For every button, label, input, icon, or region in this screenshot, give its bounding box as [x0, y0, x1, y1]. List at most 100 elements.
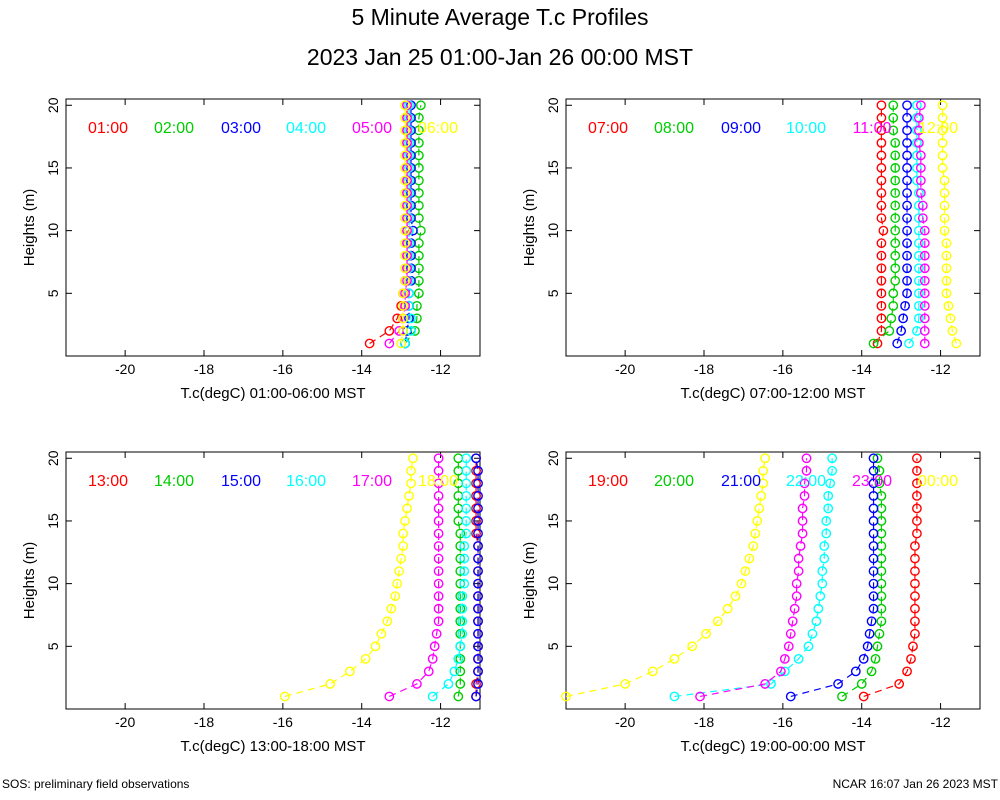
data-point: [473, 490, 483, 501]
data-point: [890, 137, 901, 148]
data-point: [471, 691, 481, 702]
x-tick-label: -16: [273, 714, 293, 730]
data-point: [433, 541, 444, 551]
data-point: [876, 112, 887, 123]
x-tick-label: -20: [615, 714, 635, 730]
data-point: [913, 288, 924, 299]
data-point: [811, 616, 822, 627]
data-point: [791, 578, 802, 589]
data-point: [919, 338, 930, 349]
data-point: [376, 628, 387, 639]
data-point: [408, 453, 418, 464]
data-point: [775, 666, 786, 677]
data-point: [396, 553, 407, 564]
data-point: [941, 263, 952, 274]
series-0000: [561, 453, 771, 702]
data-point: [669, 691, 680, 702]
data-point: [473, 566, 483, 576]
data-point: [433, 591, 444, 602]
data-point: [457, 603, 468, 614]
data-point: [878, 225, 889, 236]
series-2100: [785, 453, 879, 702]
legend-label: 23:00: [852, 473, 892, 490]
data-point: [433, 528, 444, 539]
data-point: [884, 326, 895, 336]
data-point: [888, 288, 899, 299]
data-point: [913, 275, 924, 286]
data-point: [797, 503, 808, 514]
legend-label: 11:00: [853, 120, 892, 137]
legend-label: 08:00: [654, 120, 694, 137]
data-point: [427, 691, 438, 702]
data-point: [874, 478, 885, 489]
x-axis-label: T.c(degC) 07:00-12:00 MST: [680, 385, 865, 402]
data-point: [825, 478, 836, 489]
data-point: [902, 225, 912, 236]
legend-label: 12:00: [918, 120, 958, 137]
data-point: [473, 603, 483, 614]
data-point: [797, 516, 808, 526]
data-point: [453, 453, 464, 464]
data-point: [400, 225, 410, 236]
data-point: [400, 100, 410, 111]
data-point: [473, 528, 483, 539]
footer-timestamp: NCAR 16:07 Jan 26 2023 MST: [832, 777, 998, 791]
data-point: [939, 188, 950, 198]
series-0800: [868, 100, 901, 349]
legend-label: 04:00: [286, 120, 326, 137]
plot-frame: [65, 98, 481, 357]
series-line: [404, 105, 422, 344]
data-point: [896, 326, 907, 336]
data-point: [902, 238, 912, 249]
data-point: [455, 679, 466, 689]
footer-note: SOS: preliminary field observations: [2, 777, 190, 791]
data-point: [917, 200, 928, 211]
data-point: [433, 603, 444, 614]
data-point: [390, 591, 401, 602]
data-point: [791, 591, 802, 602]
data-point: [912, 100, 922, 111]
data-point: [913, 225, 924, 236]
data-point: [433, 553, 444, 564]
data-point: [406, 465, 416, 476]
data-point: [687, 641, 698, 652]
x-tick-label: -14: [852, 714, 872, 730]
data-point: [937, 112, 948, 123]
data-point: [384, 338, 395, 349]
series-line: [863, 458, 918, 698]
data-point: [384, 691, 395, 702]
data-point: [647, 666, 658, 677]
chart-title: 5 Minute Average T.c Profiles: [351, 4, 649, 30]
data-point: [900, 300, 910, 311]
data-point: [793, 553, 804, 564]
y-tick-label: 20: [545, 450, 561, 466]
data-point: [473, 478, 483, 489]
data-point: [939, 200, 950, 211]
data-point: [937, 163, 948, 173]
data-point: [744, 553, 755, 564]
series-line: [284, 458, 414, 698]
data-point: [876, 250, 887, 261]
data-point: [433, 578, 444, 589]
data-point: [461, 478, 472, 489]
data-point: [406, 478, 416, 489]
data-point: [868, 541, 879, 551]
y-tick-label: 15: [545, 513, 561, 529]
series-line: [475, 458, 479, 697]
data-point: [868, 465, 879, 476]
data-point: [919, 288, 930, 299]
data-point: [837, 691, 847, 702]
data-point: [910, 578, 920, 589]
data-point: [888, 112, 899, 123]
data-point: [915, 150, 926, 161]
legend-label: 18:00: [418, 473, 458, 490]
data-point: [902, 175, 912, 186]
legend-label: 14:00: [154, 473, 194, 490]
data-point: [433, 478, 444, 489]
data-point: [912, 175, 922, 186]
data-point: [750, 528, 761, 539]
data-point: [833, 679, 843, 689]
data-point: [919, 250, 930, 261]
data-point: [473, 653, 483, 664]
data-point: [459, 541, 470, 551]
